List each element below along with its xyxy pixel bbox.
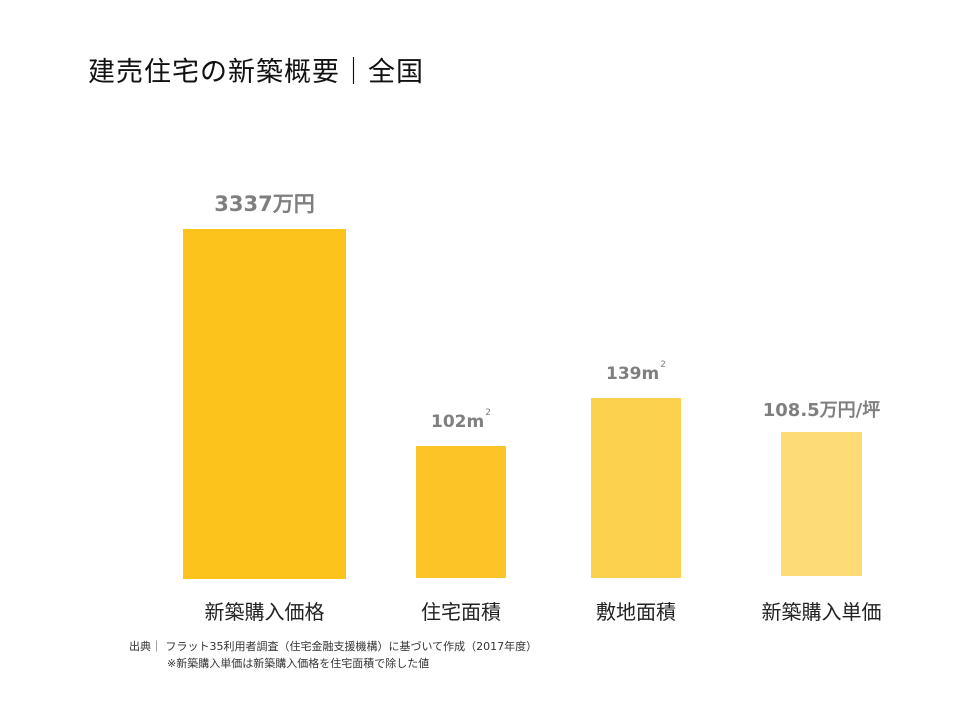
data-label-unit: m xyxy=(466,411,485,432)
data-label-unit: 万円/坪 xyxy=(819,400,881,422)
bar-2 xyxy=(416,446,506,578)
data-label-3: 139m2 xyxy=(606,360,666,384)
data-label-unit: m xyxy=(641,363,660,384)
category-label-1: 新築購入価格 xyxy=(204,600,325,624)
category-label-2: 住宅面積 xyxy=(421,600,501,624)
data-label-value: 108.5 xyxy=(762,400,820,422)
data-label-1: 3337万円 xyxy=(214,188,314,218)
data-label-4: 108.5万円/坪 xyxy=(763,396,881,422)
chart-title: 建売住宅の新築概要｜全国 xyxy=(88,57,424,88)
data-label-value: 139 xyxy=(606,363,642,384)
category-label-4: 新築購入単価 xyxy=(761,600,882,624)
bar-1 xyxy=(183,229,346,579)
footnote-line: ※新築購入単価は新築購入価格を住宅面積で除した値 xyxy=(167,657,430,670)
source-note: 出典｜ フラット35利用者調査（住宅金融支援機構）に基づいて作成（2017年度）… xyxy=(129,638,537,672)
category-label-3: 敷地面積 xyxy=(596,600,676,624)
source-line: 出典｜ フラット35利用者調査（住宅金融支援機構）に基づいて作成（2017年度） xyxy=(129,640,538,653)
data-label-value: 102 xyxy=(431,411,467,432)
data-label-value: 3337 xyxy=(214,191,273,216)
data-label-2: 102m2 xyxy=(431,408,491,432)
bar-3 xyxy=(591,398,681,578)
data-label-unit: 万円 xyxy=(272,191,315,216)
bar-4 xyxy=(781,432,862,576)
data-label-superscript: 2 xyxy=(485,407,491,418)
data-label-superscript: 2 xyxy=(660,359,666,370)
